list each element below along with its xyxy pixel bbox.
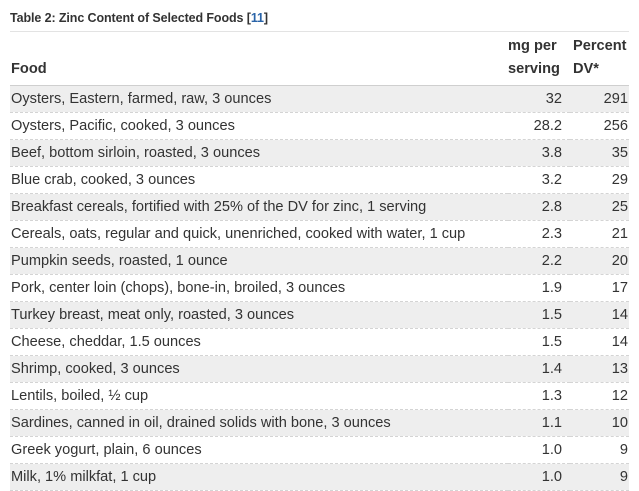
- cell-percent-dv: 14: [570, 301, 629, 329]
- cell-food: Blue crab, cooked, 3 ounces: [10, 166, 508, 194]
- table-row: Turkey breast, meat only, roasted, 3 oun…: [10, 301, 629, 329]
- cell-food: Milk, 1% milkfat, 1 cup: [10, 463, 508, 491]
- table-row: Beef, bottom sirloin, roasted, 3 ounces 3…: [10, 139, 629, 167]
- cell-mg-per-serving: 1.3: [508, 382, 570, 410]
- cell-percent-dv: 10: [570, 409, 629, 437]
- table-row: Breakfast cereals, fortified with 25% of…: [10, 193, 629, 221]
- cell-food: Pork, center loin (chops), bone-in, broi…: [10, 274, 508, 302]
- table-row: Pork, center loin (chops), bone-in, broi…: [10, 274, 629, 302]
- cell-percent-dv: 25: [570, 193, 629, 221]
- header-food: Food: [10, 33, 508, 86]
- zinc-content-table: Food mg per serving Percent DV* Oysters, E…: [10, 33, 629, 491]
- header-percent-dv: Percent DV*: [570, 33, 629, 86]
- cell-food: Lentils, boiled, ½ cup: [10, 382, 508, 410]
- cell-food: Greek yogurt, plain, 6 ounces: [10, 436, 508, 464]
- cell-percent-dv: 13: [570, 355, 629, 383]
- cell-percent-dv: 14: [570, 328, 629, 356]
- cell-mg-per-serving: 2.2: [508, 247, 570, 275]
- cell-mg-per-serving: 1.4: [508, 355, 570, 383]
- table-row: Cheese, cheddar, 1.5 ounces 1.5 14: [10, 328, 629, 356]
- header-pct-line2: DV*: [573, 61, 599, 77]
- caption-divider: [10, 31, 629, 32]
- cell-mg-per-serving: 1.0: [508, 463, 570, 491]
- header-mg-line1: mg per: [508, 38, 557, 54]
- cell-food: Breakfast cereals, fortified with 25% of…: [10, 193, 508, 221]
- header-mg-per-serving: mg per serving: [508, 33, 570, 86]
- cell-food: Sardines, canned in oil, drained solids …: [10, 409, 508, 437]
- cell-percent-dv: 9: [570, 463, 629, 491]
- cell-food: Cheese, cheddar, 1.5 ounces: [10, 328, 508, 356]
- table-row: Blue crab, cooked, 3 ounces 3.2 29: [10, 166, 629, 194]
- caption-text: Table 2: Zinc Content of Selected Foods …: [10, 11, 251, 25]
- table-row: Sardines, canned in oil, drained solids …: [10, 409, 629, 437]
- cell-mg-per-serving: 2.8: [508, 193, 570, 221]
- cell-percent-dv: 35: [570, 139, 629, 167]
- cell-percent-dv: 256: [570, 112, 629, 140]
- header-pct-line1: Percent: [573, 38, 627, 54]
- cell-mg-per-serving: 1.0: [508, 436, 570, 464]
- cell-mg-per-serving: 3.2: [508, 166, 570, 194]
- cell-mg-per-serving: 32: [508, 85, 570, 113]
- table-row: Oysters, Eastern, farmed, raw, 3 ounces 3…: [10, 85, 629, 113]
- header-row: Food mg per serving Percent DV*: [10, 33, 629, 86]
- cell-percent-dv: 29: [570, 166, 629, 194]
- table-row: Shrimp, cooked, 3 ounces 1.4 13: [10, 355, 629, 383]
- table-row: Greek yogurt, plain, 6 ounces 1.0 9: [10, 436, 629, 464]
- cell-mg-per-serving: 1.1: [508, 409, 570, 437]
- cell-percent-dv: 9: [570, 436, 629, 464]
- cell-food: Turkey breast, meat only, roasted, 3 oun…: [10, 301, 508, 329]
- reference-link[interactable]: 11: [250, 11, 264, 25]
- cell-percent-dv: 17: [570, 274, 629, 302]
- table-row: Cereals, oats, regular and quick, unenri…: [10, 220, 629, 248]
- cell-percent-dv: 20: [570, 247, 629, 275]
- table-row: Lentils, boiled, ½ cup 1.3 12: [10, 382, 629, 410]
- cell-mg-per-serving: 1.9: [508, 274, 570, 302]
- cell-food: Pumpkin seeds, roasted, 1 ounce: [10, 247, 508, 275]
- table-caption: Table 2: Zinc Content of Selected Foods …: [10, 11, 268, 25]
- table-row: Pumpkin seeds, roasted, 1 ounce 2.2 20: [10, 247, 629, 275]
- cell-mg-per-serving: 2.3: [508, 220, 570, 248]
- table-body: Oysters, Eastern, farmed, raw, 3 ounces 3…: [10, 85, 629, 491]
- cell-percent-dv: 12: [570, 382, 629, 410]
- cell-food: Oysters, Eastern, farmed, raw, 3 ounces: [10, 85, 508, 113]
- cell-percent-dv: 291: [570, 85, 629, 113]
- header-mg-line2: serving: [508, 61, 560, 77]
- cell-food: Shrimp, cooked, 3 ounces: [10, 355, 508, 383]
- table-header: Food mg per serving Percent DV*: [10, 33, 629, 86]
- cell-mg-per-serving: 28.2: [508, 112, 570, 140]
- table-row: Milk, 1% milkfat, 1 cup 1.0 9: [10, 463, 629, 491]
- cell-mg-per-serving: 1.5: [508, 301, 570, 329]
- cell-food: Oysters, Pacific, cooked, 3 ounces: [10, 112, 508, 140]
- cell-mg-per-serving: 3.8: [508, 139, 570, 167]
- cell-food: Cereals, oats, regular and quick, unenri…: [10, 220, 508, 248]
- cell-percent-dv: 21: [570, 220, 629, 248]
- caption-close: ]: [263, 11, 268, 25]
- cell-food: Beef, bottom sirloin, roasted, 3 ounces: [10, 139, 508, 167]
- cell-mg-per-serving: 1.5: [508, 328, 570, 356]
- table-row: Oysters, Pacific, cooked, 3 ounces 28.2 25…: [10, 112, 629, 140]
